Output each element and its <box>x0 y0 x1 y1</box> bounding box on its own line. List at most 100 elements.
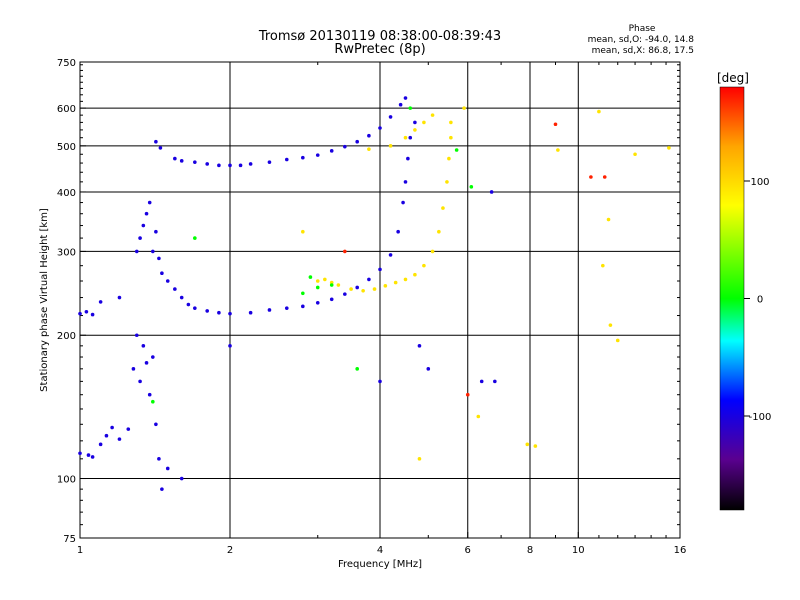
data-point <box>445 180 449 184</box>
data-point <box>179 159 184 163</box>
data-point <box>343 144 347 149</box>
data-point <box>361 288 365 293</box>
data-point <box>228 311 232 316</box>
data-point <box>355 139 359 144</box>
data-point <box>284 306 289 310</box>
data-point <box>426 367 431 371</box>
data-point <box>401 200 405 205</box>
data-point <box>138 236 142 240</box>
data-point <box>228 344 232 348</box>
data-point <box>160 271 164 276</box>
data-point <box>158 146 163 150</box>
data-point <box>238 163 243 168</box>
data-point <box>597 109 601 114</box>
data-point <box>165 466 170 471</box>
data-point <box>98 300 103 304</box>
data-point <box>193 236 197 240</box>
data-point <box>323 277 327 282</box>
data-point <box>78 451 82 456</box>
data-point <box>403 180 408 184</box>
data-point <box>110 425 114 430</box>
x-tick-label: 4 <box>377 545 383 556</box>
data-point <box>525 442 530 447</box>
data-point <box>393 280 398 285</box>
data-point <box>601 263 605 268</box>
data-point <box>336 283 341 287</box>
data-point <box>205 162 209 166</box>
data-point <box>430 113 435 117</box>
colorbar-label: [deg] <box>717 71 749 85</box>
data-point <box>372 287 377 291</box>
data-point <box>179 476 184 481</box>
data-point <box>465 392 470 397</box>
data-point <box>141 344 146 348</box>
data-point <box>86 453 91 457</box>
data-point <box>413 120 417 125</box>
data-point <box>98 442 103 447</box>
colorbar <box>719 86 745 511</box>
stats-x-line: mean, sd,X: 86.8, 17.5 <box>592 46 694 56</box>
data-point <box>117 437 122 441</box>
data-point <box>144 361 149 365</box>
data-point <box>104 433 109 438</box>
data-point <box>479 379 484 384</box>
data-point <box>84 310 89 314</box>
data-point <box>396 229 400 234</box>
y-tick-label: 400 <box>57 188 76 199</box>
data-point <box>193 160 197 164</box>
data-point <box>493 379 497 384</box>
data-point <box>90 312 95 317</box>
data-point <box>329 283 334 287</box>
data-point <box>248 310 253 315</box>
data-point <box>378 126 382 130</box>
data-point <box>378 379 382 384</box>
data-point <box>308 275 313 279</box>
data-point <box>422 120 426 125</box>
data-point <box>147 392 152 397</box>
data-point <box>301 304 305 309</box>
data-point <box>388 144 393 148</box>
data-point <box>608 323 613 327</box>
data-point <box>228 163 232 168</box>
data-point <box>151 355 155 359</box>
y-tick-label: 750 <box>57 58 76 69</box>
data-point <box>349 287 353 291</box>
data-point <box>355 367 359 371</box>
y-tick-label: 75 <box>63 534 76 545</box>
data-point <box>454 148 459 152</box>
data-point <box>90 455 95 459</box>
y-tick-label: 200 <box>57 331 76 342</box>
data-point <box>602 175 607 179</box>
data-point <box>117 295 122 300</box>
data-point <box>449 135 453 140</box>
data-point <box>315 279 320 283</box>
x-tick-label: 16 <box>674 545 687 556</box>
colorbar-tick-label: -100 <box>749 412 772 423</box>
data-point <box>417 457 422 461</box>
x-tick-label: 2 <box>227 545 233 556</box>
data-point <box>489 190 494 194</box>
data-point <box>217 310 221 315</box>
data-point <box>408 106 413 110</box>
data-point <box>403 135 408 140</box>
data-point <box>633 152 637 157</box>
data-point <box>388 253 393 257</box>
y-axis-label: Stationary phase Virtual Height [km] <box>39 208 50 392</box>
data-point <box>398 102 403 107</box>
colorbar-ticks: 100 0 -100 <box>744 177 771 423</box>
data-point <box>131 367 136 371</box>
data-point <box>589 175 593 179</box>
data-point <box>556 148 560 152</box>
data-point <box>447 156 451 161</box>
data-point <box>449 120 453 125</box>
data-point <box>144 211 149 216</box>
data-point <box>343 292 347 296</box>
data-point <box>408 135 413 140</box>
data-point <box>533 444 538 448</box>
data-point <box>553 122 558 127</box>
data-point <box>267 160 272 164</box>
data-point <box>329 297 334 302</box>
data-point <box>441 206 445 210</box>
data-point <box>315 153 320 157</box>
data-point <box>151 249 155 254</box>
